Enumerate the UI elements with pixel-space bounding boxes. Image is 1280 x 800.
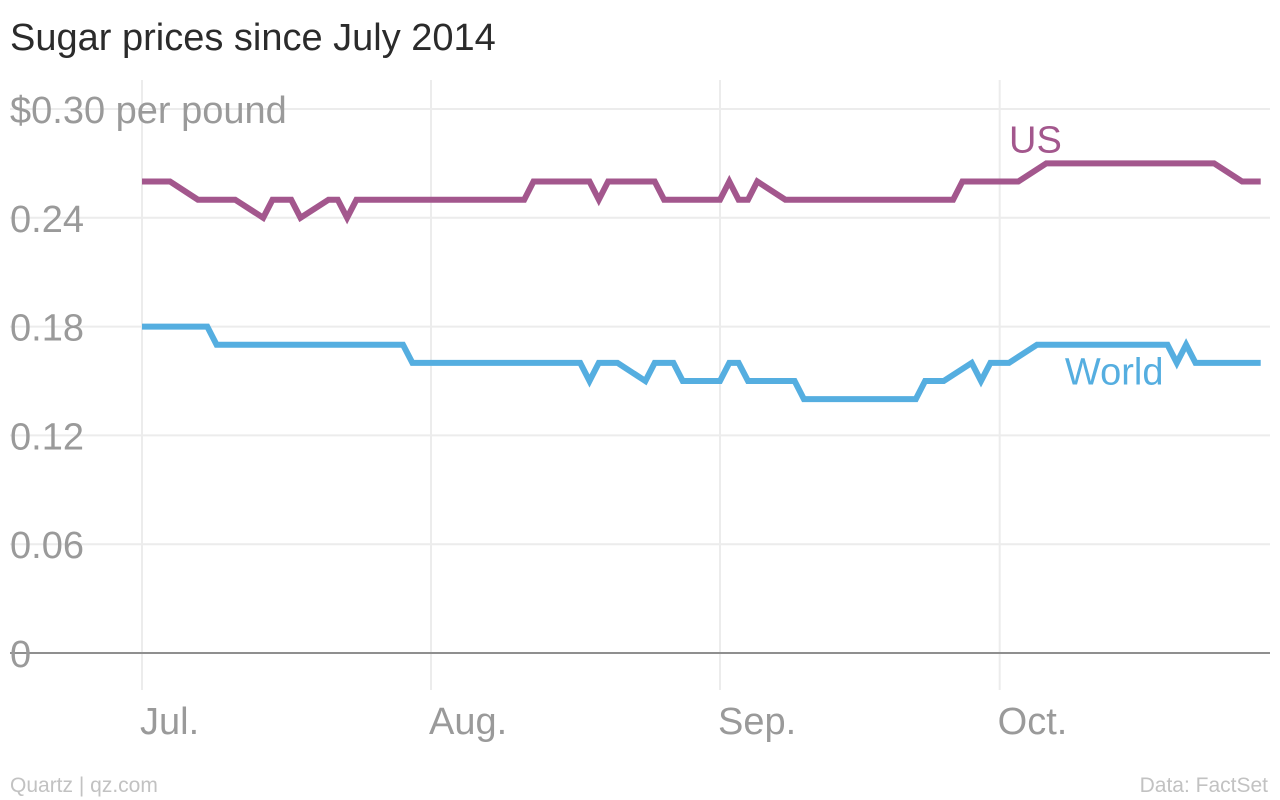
source-credit: Quartz | qz.com bbox=[10, 774, 158, 797]
chart-title: Sugar prices since July 2014 bbox=[10, 17, 496, 59]
series-line-us bbox=[142, 163, 1261, 217]
y-tick-label: 0.12 bbox=[10, 416, 84, 458]
series-label-us: US bbox=[1009, 120, 1062, 162]
y-tick-label: 0.24 bbox=[10, 199, 84, 241]
series-label-world: World bbox=[1065, 352, 1164, 394]
y-tick-label: 0.06 bbox=[10, 525, 84, 567]
x-tick-label: Oct. bbox=[998, 701, 1068, 743]
y-tick-label: 0 bbox=[10, 634, 31, 676]
x-tick-label: Aug. bbox=[429, 701, 507, 743]
y-tick-label: $0.30 per pound bbox=[10, 90, 287, 132]
data-source: Data: FactSet bbox=[1140, 774, 1269, 797]
x-tick-label: Jul. bbox=[140, 701, 199, 743]
y-tick-label: 0.18 bbox=[10, 308, 84, 350]
x-tick-label: Sep. bbox=[718, 701, 796, 743]
